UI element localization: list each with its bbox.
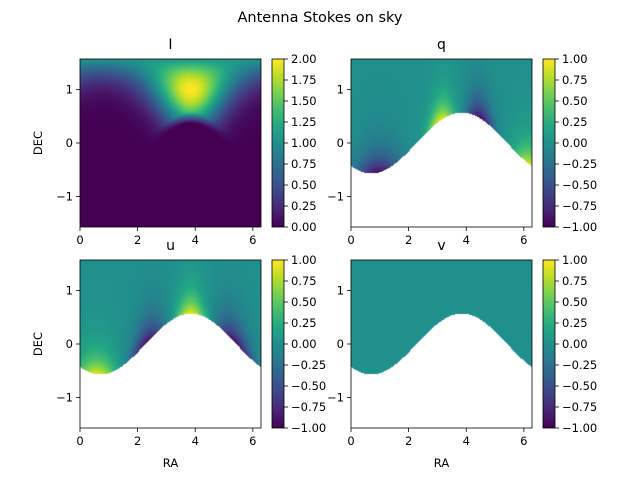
colorbar-tick-label: −0.75 [562,400,597,414]
y-axis-label: DEC [31,332,45,356]
colorbar-tick-label: 1.00 [562,52,588,66]
colorbar-tick-label: 0.25 [562,115,588,129]
colorbar-tick-label: 0.75 [291,157,317,171]
colorbar-tick-label: 1.25 [291,115,317,129]
y-tick-label: 1 [66,284,73,298]
heatmap-image [351,260,532,428]
colorbar: 1.00 0.75 0.50 0.25 0.00 −0.25 −0.50 −0.75 −1.00 [542,253,597,435]
colorbar-tick-label: 0.00 [291,220,317,234]
colorbar-tick-label: 2.00 [291,52,317,66]
colorbar-tick-label: −0.75 [291,400,326,414]
colorbar-tick-label: 0.50 [562,295,588,309]
heatmap-image [80,59,261,227]
colorbar-tick-label: 0.00 [562,337,588,351]
x-tick-label: 0 [76,434,83,448]
x-tick-label: 2 [134,233,141,247]
colorbar-tick-label: 0.50 [291,178,317,192]
colorbar-tick-label: 0.25 [291,199,317,213]
colorbar-tick-label: −1.00 [562,220,597,234]
y-tick-label: 1 [337,83,344,97]
colorbar-tick-label: 1.00 [562,253,588,267]
y-tick-label: 0 [337,136,344,150]
y-tick-label: −1 [327,390,344,404]
x-tick-label: 6 [520,434,527,448]
x-tick-label: 6 [249,233,256,247]
y-tick-label: −1 [56,390,73,404]
colorbar-tick-label: −1.00 [562,421,597,435]
colorbar-tick-label: −0.50 [291,379,326,393]
colorbar-tick-label: −0.50 [562,178,597,192]
colorbar-tick-label: 0.75 [562,274,588,288]
subplot-3: v 0 2 4 6 1 0 −1 RA 1.00 0.75 0.50 0.25 0.00 −0.25 −0.5… [327,238,597,470]
colorbar-tick-label: 0.00 [291,337,317,351]
y-tick-label: 1 [337,284,344,298]
y-tick-label: −1 [56,189,73,203]
subplot-title: q [437,37,446,53]
heatmap-image [80,260,261,428]
colorbar-tick-label: −0.25 [562,157,597,171]
x-tick-label: 4 [192,434,199,448]
colorbar-tick-label: 0.25 [291,316,317,330]
x-tick-label: 2 [405,233,412,247]
colorbar-gradient [272,260,284,428]
colorbar-tick-label: 0.50 [562,94,588,108]
colorbar-tick-label: 1.00 [291,136,317,150]
colorbar-gradient [543,260,555,428]
colorbar: 1.00 0.75 0.50 0.25 0.00 −0.25 −0.50 −0.75 −1.00 [271,253,326,435]
colorbar: 2.00 1.75 1.50 1.25 1.00 0.75 0.50 0.25 0.00 [271,52,317,234]
colorbar-tick-label: −0.25 [562,358,597,372]
colorbar-tick-label: −1.00 [291,421,326,435]
x-tick-label: 0 [347,434,354,448]
x-tick-label: 2 [134,434,141,448]
subplot-title: u [166,238,175,254]
colorbar-tick-label: 0.25 [562,316,588,330]
colorbar: 1.00 0.75 0.50 0.25 0.00 −0.25 −0.50 −0.75 −1.00 [542,52,597,234]
colorbar-tick-label: 0.00 [562,136,588,150]
colorbar-tick-label: 0.50 [291,295,317,309]
x-tick-label: 6 [520,233,527,247]
colorbar-tick-label: −0.50 [562,379,597,393]
x-tick-label: 0 [347,233,354,247]
colorbar-tick-label: 0.75 [562,73,588,87]
x-tick-label: 6 [249,434,256,448]
subplot-title: I [168,37,172,53]
x-tick-label: 4 [192,233,199,247]
y-tick-label: 1 [66,83,73,97]
colorbar-tick-label: 1.00 [291,253,317,267]
subplot-1: q 0 2 4 6 1 0 −1 1.00 0.75 0.50 0.25 0.00 −0.25 −0.50 −… [327,37,597,247]
y-tick-label: −1 [327,189,344,203]
x-axis-label: RA [434,456,450,470]
colorbar-tick-label: 0.75 [291,274,317,288]
colorbar-tick-label: 1.50 [291,94,317,108]
x-tick-label: 2 [405,434,412,448]
subplot-2: u 0 2 4 6 1 0 −1 RA DEC 1.00 0.75 0.50 0.25 0.00 −0.25 −… [31,238,326,470]
colorbar-tick-label: 1.75 [291,73,317,87]
y-axis-label: DEC [31,131,45,155]
x-axis-label: RA [163,456,179,470]
colorbar-gradient [272,59,284,227]
x-tick-label: 4 [463,233,470,247]
x-tick-label: 0 [76,233,83,247]
y-tick-label: 0 [66,136,73,150]
subplot-0: I 0 2 4 6 1 0 −1 DEC 2.00 1.75 1.50 1.25 1.00 0.75 0.50… [31,37,317,247]
figure-title: Antenna Stokes on sky [237,10,402,26]
heatmap-image [351,59,532,227]
subplot-title: v [437,238,445,254]
colorbar-tick-label: −0.25 [291,358,326,372]
colorbar-tick-label: −0.75 [562,199,597,213]
x-tick-label: 4 [463,434,470,448]
y-tick-label: 0 [66,337,73,351]
colorbar-gradient [543,59,555,227]
y-tick-label: 0 [337,337,344,351]
